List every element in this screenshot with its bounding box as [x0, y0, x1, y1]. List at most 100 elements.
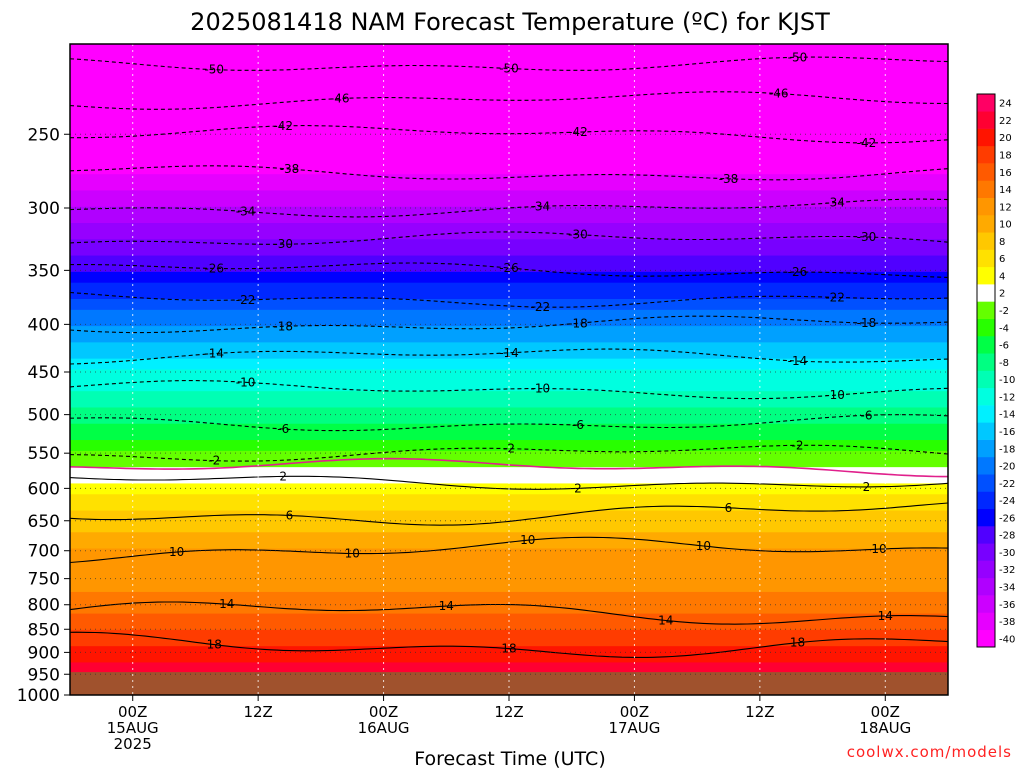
- contour-label: 10: [871, 542, 886, 556]
- colorbar-label: -26: [999, 513, 1015, 524]
- colorbar-label: -8: [999, 358, 1009, 369]
- temperature-band: [70, 44, 948, 51]
- colorbar-label: 16: [999, 168, 1012, 179]
- temperature-band: [70, 483, 948, 490]
- contour-label: 2: [574, 481, 582, 495]
- y-tick-label: 550: [28, 444, 60, 464]
- colorbar-label: -32: [999, 565, 1015, 576]
- temperature-band: [70, 434, 948, 441]
- colorbar-label: 2: [999, 289, 1005, 300]
- colorbar-label: -38: [999, 617, 1015, 628]
- x-tick-label: 00Z: [871, 703, 900, 721]
- contour-label: 14: [219, 597, 234, 611]
- contour-label: -2: [503, 442, 515, 456]
- temperature-band: [70, 130, 948, 137]
- temperature-band: [70, 195, 948, 202]
- contour-label: -14: [204, 347, 224, 361]
- colorbar-swatch: [977, 284, 995, 302]
- temperature-band: [70, 201, 948, 208]
- contour-label: 10: [169, 545, 184, 559]
- contour-label: -50: [788, 50, 808, 64]
- contour-label: 10: [345, 546, 360, 560]
- contour-label: -18: [568, 316, 588, 330]
- colorbar-swatch: [977, 526, 995, 544]
- y-tick-label: 400: [28, 315, 60, 335]
- colorbar-swatch: [977, 405, 995, 423]
- contour-label: -34: [236, 205, 256, 219]
- colorbar-label: -24: [999, 496, 1015, 507]
- contour-label: 18: [501, 642, 516, 656]
- temperature-band: [70, 358, 948, 365]
- contour-label: 18: [207, 638, 222, 652]
- temperature-band: [70, 640, 948, 647]
- contour-label: -18: [273, 319, 293, 333]
- y-tick-label: 600: [28, 479, 60, 499]
- temperature-band: [70, 586, 948, 593]
- colorbar-swatch: [977, 474, 995, 492]
- temperature-band: [70, 440, 948, 447]
- colorbar-swatch: [977, 577, 995, 596]
- y-tick-label: 950: [28, 665, 60, 685]
- temperature-band: [70, 271, 948, 278]
- contour-label: -50: [204, 63, 224, 77]
- colorbar-label: -22: [999, 479, 1015, 490]
- temperature-band: [70, 651, 948, 658]
- contour-label: 6: [725, 501, 733, 515]
- contour-label: -10: [825, 388, 845, 402]
- y-tick-label: 450: [28, 363, 60, 383]
- temperature-band: [70, 391, 948, 398]
- temperature-band: [70, 364, 948, 371]
- contour-label: -42: [857, 136, 877, 150]
- temperature-band: [70, 190, 948, 197]
- x-tick-label: 18AUG: [859, 719, 911, 737]
- temperature-band: [70, 326, 948, 333]
- temperature-band: [70, 298, 948, 305]
- temperature-band: [70, 250, 948, 257]
- temperature-band: [70, 92, 948, 99]
- contour-line: [70, 631, 948, 658]
- contour-label: 2: [279, 469, 287, 483]
- contour-label: 10: [696, 539, 711, 553]
- contour-label: -22: [825, 290, 845, 304]
- y-tick-label: 300: [28, 199, 60, 219]
- contour-label: 6: [286, 508, 294, 522]
- temperature-band: [70, 81, 948, 88]
- temperature-band: [70, 499, 948, 506]
- colorbar-swatch: [977, 214, 995, 233]
- temperature-band: [70, 261, 948, 268]
- temperature-band: [70, 472, 948, 479]
- colorbar-swatch: [977, 232, 995, 250]
- colorbar-swatch: [977, 491, 995, 510]
- y-axis: 250 300 350 400 450 500 550 600 650 700 750 800 850 9…: [17, 125, 70, 706]
- contour-label: -30: [273, 237, 293, 251]
- colorbar-label: 20: [999, 133, 1012, 144]
- temperature-band: [70, 445, 948, 452]
- contour-label: -10: [236, 375, 256, 389]
- x-tick-label: 2025: [114, 735, 152, 753]
- y-tick-label: 800: [28, 596, 60, 616]
- contour-label: -6: [860, 408, 872, 422]
- temperature-band: [70, 147, 948, 154]
- temperature-band: [70, 543, 948, 550]
- colorbar-swatch: [977, 353, 995, 371]
- colorbar-swatch: [977, 387, 995, 406]
- colorbar-swatch: [977, 128, 995, 147]
- y-tick-label: 500: [28, 406, 60, 426]
- y-tick-label: 1000: [17, 686, 60, 706]
- contour-label: 10: [520, 533, 535, 547]
- contour-label: -46: [769, 87, 789, 101]
- contour-label: -6: [572, 418, 584, 432]
- temperature-band: [70, 266, 948, 273]
- colorbar-swatch: [977, 318, 995, 337]
- contour-label: 2: [863, 480, 871, 494]
- temperature-band: [70, 103, 948, 110]
- x-tick-label: 00Z: [620, 703, 649, 721]
- temperature-band: [70, 315, 948, 322]
- contour-label: 18: [790, 636, 805, 650]
- contour-label: -18: [857, 316, 877, 330]
- colorbar-swatch: [977, 111, 995, 129]
- temperature-band: [70, 488, 948, 495]
- contour-label: 14: [439, 599, 454, 613]
- colorbar-swatch: [977, 301, 995, 319]
